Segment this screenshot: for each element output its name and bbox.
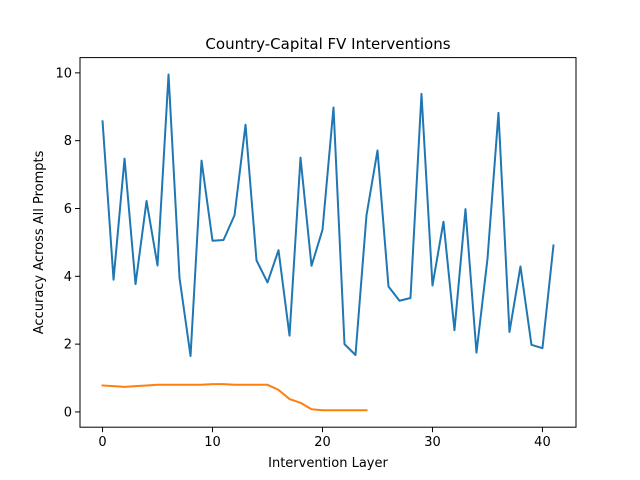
chart-title: Country-Capital FV Interventions bbox=[205, 35, 450, 53]
y-tick-label: 8 bbox=[64, 134, 72, 149]
series-line-2 bbox=[101, 383, 368, 412]
x-tick-label: 40 bbox=[534, 435, 551, 450]
x-tick-label: 10 bbox=[204, 435, 221, 450]
y-tick-label: 2 bbox=[64, 338, 72, 353]
y-tick-label: 4 bbox=[64, 270, 72, 285]
y-tick-label: 10 bbox=[55, 66, 72, 81]
x-tick-label: 20 bbox=[314, 435, 331, 450]
plot-area bbox=[101, 73, 555, 412]
y-tick-label: 6 bbox=[64, 202, 72, 217]
x-axis-label: Intervention Layer bbox=[268, 456, 388, 471]
y-axis: 0 2 4 6 8 10 bbox=[55, 66, 80, 420]
x-tick-label: 30 bbox=[424, 435, 441, 450]
series-line-1 bbox=[101, 73, 555, 357]
y-tick-label: 0 bbox=[64, 405, 72, 420]
x-tick-label: 0 bbox=[98, 435, 106, 450]
axes-frame bbox=[79, 57, 577, 428]
y-axis-label: Accuracy Across All Prompts bbox=[32, 150, 47, 334]
x-axis: 0 10 20 30 40 bbox=[98, 427, 551, 450]
